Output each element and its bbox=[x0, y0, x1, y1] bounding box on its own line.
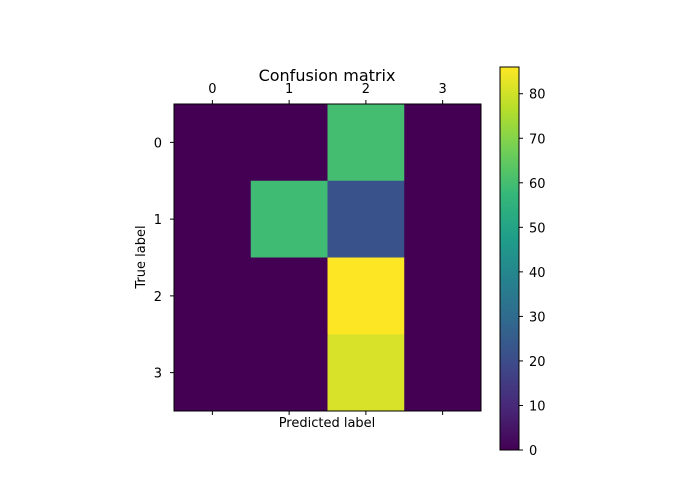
y-tick-label-3: 3 bbox=[154, 367, 162, 382]
colorbar-ticks: 0 10 20 30 40 50 60 70 80 bbox=[519, 88, 546, 459]
x-tick-label-0: 0 bbox=[208, 82, 216, 97]
x-tick-label-3: 3 bbox=[438, 82, 446, 97]
colorbar-tick-label-0: 0 bbox=[529, 444, 537, 459]
heatmap-cell-0-1 bbox=[250, 104, 328, 182]
heatmap-cell-1-0 bbox=[174, 180, 252, 258]
y-axis-ticks: 0 1 2 3 bbox=[154, 136, 174, 382]
heatmap-cell-1-3 bbox=[404, 180, 482, 258]
heatmap-cells bbox=[174, 104, 482, 412]
colorbar-tick-label-1: 10 bbox=[529, 399, 546, 414]
heatmap-cell-1-2 bbox=[327, 180, 405, 258]
y-axis-label: True label bbox=[134, 225, 149, 289]
heatmap-cell-2-2 bbox=[327, 257, 405, 335]
heatmap-cell-3-1 bbox=[250, 334, 328, 412]
colorbar bbox=[500, 67, 519, 450]
heatmap-cell-2-1 bbox=[250, 257, 328, 335]
heatmap-cell-3-3 bbox=[404, 334, 482, 412]
colorbar-tick-label-8: 80 bbox=[529, 88, 546, 103]
colorbar-tick-label-7: 70 bbox=[529, 132, 546, 147]
colorbar-tick-label-4: 40 bbox=[529, 266, 546, 281]
colorbar-frame bbox=[499, 66, 520, 451]
colorbar-tick-label-2: 20 bbox=[529, 355, 546, 370]
chart-title: Confusion matrix bbox=[259, 66, 396, 85]
x-axis-ticks: 0 1 2 3 bbox=[208, 82, 447, 415]
heatmap-cell-1-1 bbox=[250, 180, 328, 258]
colorbar-tick-label-3: 30 bbox=[529, 310, 546, 325]
colorbar-tick-label-5: 50 bbox=[529, 221, 546, 236]
x-tick-label-1: 1 bbox=[285, 82, 293, 97]
plot-frame bbox=[173, 103, 482, 412]
heatmap-cell-0-0 bbox=[174, 104, 252, 182]
heatmap-cell-0-3 bbox=[404, 104, 482, 182]
x-tick-label-2: 2 bbox=[362, 82, 370, 97]
x-axis-label: Predicted label bbox=[279, 416, 376, 431]
heatmap-cell-3-0 bbox=[174, 334, 252, 412]
heatmap-cell-2-3 bbox=[404, 257, 482, 335]
heatmap-cell-2-0 bbox=[174, 257, 252, 335]
heatmap-cell-0-2 bbox=[327, 104, 405, 182]
y-tick-label-0: 0 bbox=[154, 136, 162, 151]
colorbar-tick-label-6: 60 bbox=[529, 177, 546, 192]
y-tick-label-2: 2 bbox=[154, 290, 162, 305]
heatmap-cell-3-2 bbox=[327, 334, 405, 412]
y-tick-label-1: 1 bbox=[154, 213, 162, 228]
